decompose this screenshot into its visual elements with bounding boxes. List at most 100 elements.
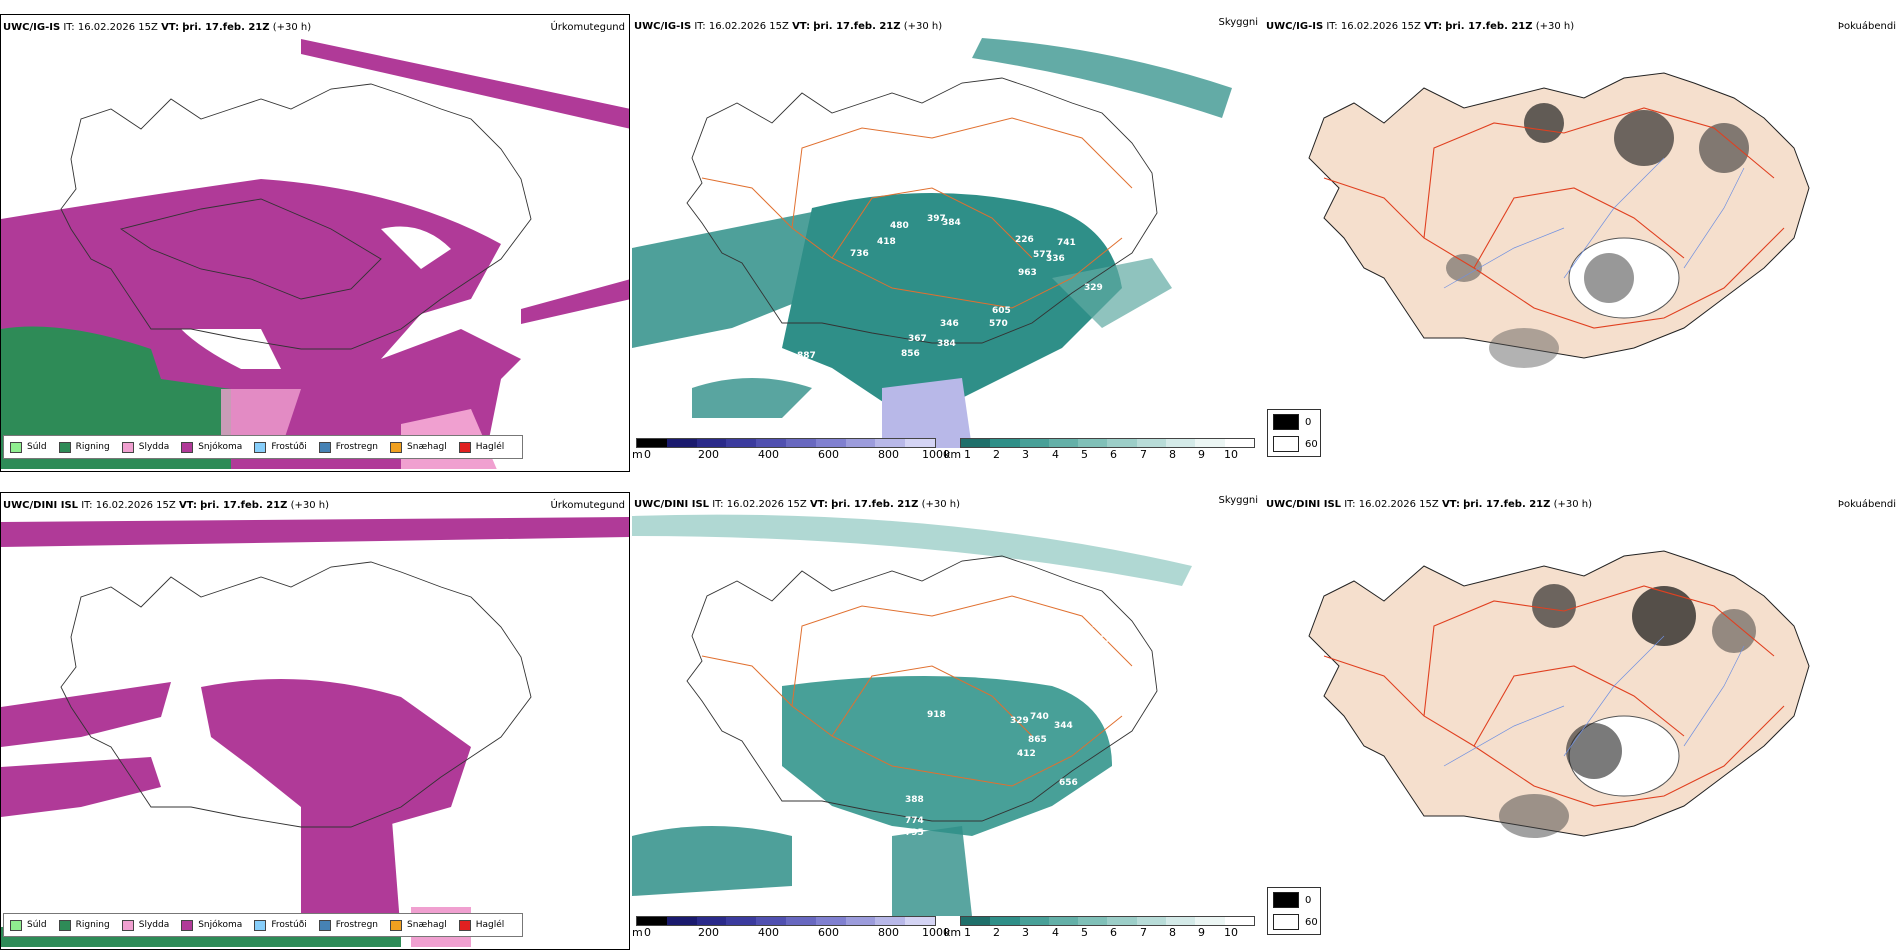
vis-value: 656 [1059,778,1078,788]
distance-tick: 4 [1052,448,1059,461]
vis-value: 346 [940,319,959,329]
vis-value: 346 [1092,620,1111,630]
vis-value: 388 [905,795,924,805]
vis-value: 774 [905,816,924,826]
vis-value: 367 [908,334,927,344]
vis-value: 336 [1046,254,1065,264]
height-tick: 1000 [922,448,950,461]
panel-title: Úrkomutegund [550,500,625,511]
height-tick: 800 [878,448,899,461]
height-tick: 200 [698,448,719,461]
distance-tick: 7 [1140,926,1147,939]
distance-tick: 6 [1110,448,1117,461]
vis-value: 329 [1084,283,1103,293]
precip-map [1,29,629,469]
distance-tick: 8 [1169,448,1176,461]
panel-header: UWC/IG-IS IT: 16.02.2026 15Z VT: þri. 17… [634,21,943,32]
legend-item: Snjókoma [181,441,242,453]
panel-header: UWC/DINI ISL IT: 16.02.2026 15Z VT: þri.… [3,500,330,511]
height-unit: m [632,448,643,461]
vis-value: 384 [942,218,961,228]
height-tick: 400 [758,448,779,461]
legend-item: Frostúði [254,441,307,453]
legend-item: Snjókoma [181,919,242,931]
fog-low-label: 0 [1305,416,1312,428]
distance-tick: 5 [1081,448,1088,461]
height-tick: 200 [698,926,719,939]
fog-legend: 0 60 [1267,887,1321,935]
vis-value: 918 [927,710,946,720]
height-colorbar [636,916,936,926]
fog-low-label: 0 [1305,894,1312,906]
fog-panel-top: UWC/IG-IS IT: 16.02.2026 15Z VT: þri. 17… [1264,14,1900,472]
fog-high-label: 60 [1305,916,1318,928]
distance-tick: 10 [1224,926,1238,939]
fog-legend: 0 60 [1267,409,1321,457]
height-tick: 600 [818,448,839,461]
distance-colorbar [960,916,1255,926]
distance-tick: 4 [1052,926,1059,939]
vis-value: 418 [877,237,896,247]
panel-header: UWC/DINI ISL IT: 16.02.2026 15Z VT: þri.… [1266,499,1593,510]
legend-item: Slydda [121,441,169,453]
vis-value: 741 [1057,238,1076,248]
distance-tick: 3 [1022,926,1029,939]
distance-tick: 8 [1169,926,1176,939]
fog-high-label: 60 [1305,438,1318,450]
precip-panel-bottom: UWC/DINI ISL IT: 16.02.2026 15Z VT: þri.… [0,492,630,950]
distance-colorbar [960,438,1255,448]
height-unit: m [632,926,643,939]
legend-item: Súld [10,441,47,453]
legend-item: Frostúði [254,919,307,931]
precip-legend: Súld Rigning Slydda Snjókoma Frostúði Fr… [3,913,524,937]
visibility-map [632,28,1262,448]
precip-map [1,507,629,947]
distance-tick: 9 [1198,448,1205,461]
precip-legend: Súld Rigning Slydda Snjókoma Frostúði Fr… [3,435,524,459]
visibility-panel-bottom: UWC/DINI ISL IT: 16.02.2026 15Z VT: þri.… [632,492,1262,950]
vis-value: 856 [901,349,920,359]
distance-tick: 3 [1022,448,1029,461]
distance-unit: km [944,448,962,461]
legend-item: Frostregn [318,441,378,453]
distance-tick: 2 [993,926,1000,939]
vis-value: 570 [989,319,1008,329]
visibility-map [632,506,1262,926]
distance-tick: 6 [1110,926,1117,939]
vis-value: 740 [1030,712,1049,722]
panel-title: Skyggni [1218,495,1258,506]
precip-panel-top: UWC/IG-IS IT: 16.02.2026 15Z VT: þri. 17… [0,14,630,472]
visibility-panel-top: UWC/IG-IS IT: 16.02.2026 15Z VT: þri. 17… [632,14,1262,472]
vis-value: 397 [927,214,946,224]
height-tick: 0 [644,926,651,939]
vis-value: 605 [992,306,1011,316]
panel-title: Skyggni [1218,17,1258,28]
vis-value: 412 [1017,749,1036,759]
height-colorbar [636,438,936,448]
legend-item: Snæhagl [390,441,447,453]
vis-value: 226 [1015,235,1034,245]
distance-tick: 7 [1140,448,1147,461]
distance-tick: 1 [964,926,971,939]
legend-item: Rigning [58,441,110,453]
vis-value: 887 [797,351,816,361]
height-tick: 800 [878,926,899,939]
distance-tick: 5 [1081,926,1088,939]
vis-value: 736 [850,249,869,259]
height-tick: 400 [758,926,779,939]
distance-tick: 2 [993,448,1000,461]
distance-tick: 9 [1198,926,1205,939]
vis-value: 329 [1010,716,1029,726]
vis-value: 577 [1033,250,1052,260]
panel-title: Þokuábendi [1837,499,1896,510]
panel-title: Úrkomutegund [550,22,625,33]
vis-value: 480 [890,221,909,231]
panel-header: UWC/IG-IS IT: 16.02.2026 15Z VT: þri. 17… [1266,21,1575,32]
legend-item: Frostregn [318,919,378,931]
legend-item: Slydda [121,919,169,931]
distance-tick: 10 [1224,448,1238,461]
legend-item: Haglél [458,441,504,453]
height-tick: 0 [644,448,651,461]
vis-value: 963 [1018,268,1037,278]
height-tick: 1000 [922,926,950,939]
